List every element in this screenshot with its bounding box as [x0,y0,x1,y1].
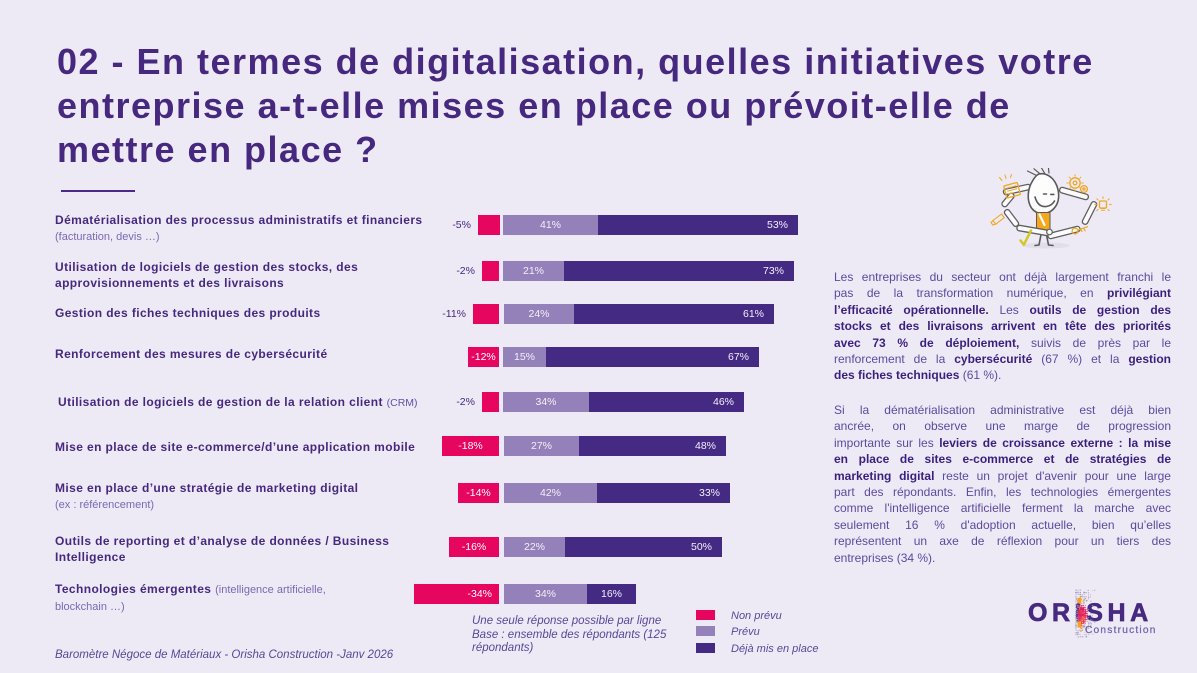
svg-text:Construction: Construction [1085,625,1157,636]
svg-text:ORISHA: ORISHA [1028,599,1153,627]
